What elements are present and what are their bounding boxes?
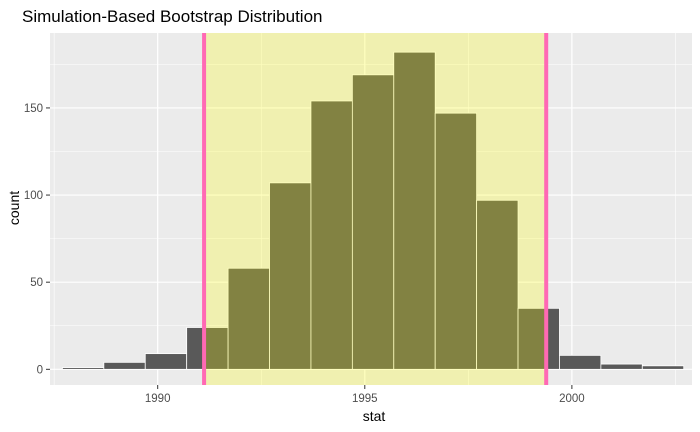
histogram-bar bbox=[559, 354, 602, 370]
histogram-bar bbox=[310, 100, 353, 370]
y-axis-ticks: 0 50 100 150 bbox=[24, 103, 50, 376]
chart-title: Simulation-Based Bootstrap Distribution bbox=[22, 7, 322, 26]
histogram-bar bbox=[517, 307, 560, 370]
histogram-bar bbox=[476, 199, 519, 370]
histogram-bars bbox=[62, 51, 685, 370]
histogram-bar bbox=[144, 353, 188, 370]
y-axis-title: count bbox=[6, 191, 22, 225]
histogram-bar bbox=[434, 112, 478, 370]
histogram-bar bbox=[186, 327, 229, 370]
histogram-bar bbox=[103, 361, 146, 370]
y-tick-label: 150 bbox=[24, 103, 43, 115]
histogram-bar bbox=[62, 367, 105, 370]
confidence-interval-shade bbox=[204, 33, 547, 385]
x-tick-label: 1990 bbox=[145, 393, 171, 405]
y-tick-label: 0 bbox=[37, 364, 43, 376]
x-tick-label: 2000 bbox=[559, 393, 585, 405]
x-axis-ticks: 1990 1995 2000 bbox=[145, 385, 585, 405]
x-tick-label: 1995 bbox=[352, 393, 378, 405]
x-axis-title: stat bbox=[363, 408, 386, 424]
y-tick-label: 100 bbox=[24, 190, 43, 202]
histogram-bar bbox=[641, 365, 685, 370]
y-tick-label: 50 bbox=[30, 277, 43, 289]
histogram-bar bbox=[351, 74, 395, 370]
histogram-bar bbox=[600, 363, 643, 370]
histogram-bar bbox=[227, 267, 270, 370]
